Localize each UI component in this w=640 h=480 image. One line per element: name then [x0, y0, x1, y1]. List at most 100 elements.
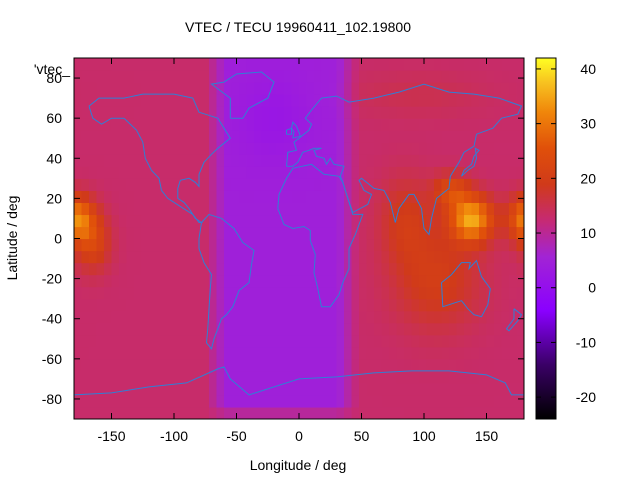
heatmap-cell: [96, 178, 105, 191]
heatmap-cell: [96, 298, 105, 312]
heatmap-cell: [314, 118, 323, 131]
heatmap-cell: [89, 310, 98, 324]
heatmap-cell: [111, 262, 120, 276]
heatmap-cell: [291, 190, 300, 203]
heatmap-cell: [336, 130, 345, 143]
heatmap-cell: [396, 238, 405, 252]
heatmap-cell: [269, 250, 278, 264]
heatmap-cell: [171, 370, 180, 384]
heatmap-cell: [366, 250, 375, 264]
heatmap-cell: [306, 262, 315, 276]
heatmap-cell: [389, 226, 398, 240]
heatmap-cell: [81, 286, 90, 300]
heatmap-cell: [171, 358, 180, 372]
heatmap-cell: [186, 70, 195, 83]
heatmap-cell: [419, 58, 428, 71]
heatmap-cell: [306, 166, 315, 179]
heatmap-cell: [81, 250, 90, 264]
heatmap-cell: [254, 58, 263, 71]
heatmap-cell: [96, 130, 105, 143]
heatmap-cell: [396, 82, 405, 95]
heatmap-cell: [426, 58, 435, 71]
heatmap-cell: [141, 226, 150, 240]
heatmap-cell: [291, 358, 300, 372]
heatmap-cell: [149, 202, 158, 216]
heatmap-cell: [179, 82, 188, 95]
heatmap-cell: [276, 406, 285, 419]
heatmap-cell: [464, 190, 473, 203]
heatmap-cell: [246, 94, 255, 107]
heatmap-cell: [381, 406, 390, 419]
heatmap-cell: [111, 226, 120, 240]
heatmap-cell: [216, 370, 225, 384]
heatmap-cell: [276, 214, 285, 228]
heatmap-cell: [404, 58, 413, 71]
heatmap-cell: [321, 262, 330, 276]
heatmap-cell: [111, 202, 120, 216]
heatmap-cell: [164, 70, 173, 83]
heatmap-cell: [426, 142, 435, 155]
x-tick-label: 50: [354, 428, 370, 444]
heatmap-cell: [501, 214, 510, 228]
coastline: [210, 71, 275, 119]
heatmap-cell: [486, 214, 495, 228]
heatmap-cell: [291, 154, 300, 167]
heatmap-cell: [314, 94, 323, 107]
heatmap-cell: [216, 382, 225, 396]
heatmap-cell: [404, 226, 413, 240]
heatmap-cell: [344, 382, 353, 396]
heatmap-cell: [231, 262, 240, 276]
heatmap-cell: [201, 214, 210, 228]
heatmap-cell: [516, 358, 524, 372]
heatmap-cell: [246, 406, 255, 419]
heatmap-cell: [179, 274, 188, 288]
heatmap-cell: [336, 310, 345, 324]
heatmap-cell: [381, 190, 390, 203]
heatmap-cell: [171, 202, 180, 216]
heatmap-cell: [81, 334, 90, 348]
y-tick-label: -60: [42, 351, 62, 367]
heatmap-cell: [329, 382, 338, 396]
heatmap-cell: [149, 238, 158, 252]
heatmap-cell: [104, 262, 113, 276]
heatmap-cell: [261, 58, 270, 71]
heatmap-cell: [419, 238, 428, 252]
heatmap-cell: [434, 214, 443, 228]
heatmap-cell: [299, 94, 308, 107]
heatmap-cell: [494, 178, 503, 191]
heatmap-cell: [366, 94, 375, 107]
heatmap-cell: [351, 70, 360, 83]
heatmap-cell: [171, 322, 180, 336]
heatmap-cell: [171, 298, 180, 312]
heatmap-cell: [404, 358, 413, 372]
heatmap-cell: [74, 82, 83, 95]
heatmap-cell: [359, 262, 368, 276]
heatmap-cell: [441, 406, 450, 419]
heatmap-cell: [419, 106, 428, 119]
heatmap-cell: [306, 322, 315, 336]
heatmap-cell: [134, 58, 143, 71]
heatmap-cell: [119, 262, 128, 276]
heatmap-cell: [269, 370, 278, 384]
heatmap-cell: [141, 394, 150, 408]
heatmap-cell: [516, 346, 524, 360]
heatmap-cell: [104, 250, 113, 264]
heatmap-cell: [344, 394, 353, 408]
heatmap-cell: [89, 394, 98, 408]
heatmap-cell: [291, 58, 300, 71]
heatmap-cell: [224, 70, 233, 83]
coastline: [198, 213, 255, 350]
heatmap-cell: [239, 70, 248, 83]
heatmap-cell: [456, 322, 465, 336]
heatmap-cell: [359, 250, 368, 264]
chart-title: VTEC / TECU 19960411_102.19800: [185, 19, 411, 35]
heatmap-cell: [471, 310, 480, 324]
heatmap-cell: [456, 298, 465, 312]
heatmap-cell: [111, 346, 120, 360]
heatmap-cell: [239, 58, 248, 71]
heatmap-cell: [81, 142, 90, 155]
heatmap-cell: [179, 322, 188, 336]
heatmap-cell: [276, 94, 285, 107]
heatmap-cell: [299, 202, 308, 216]
